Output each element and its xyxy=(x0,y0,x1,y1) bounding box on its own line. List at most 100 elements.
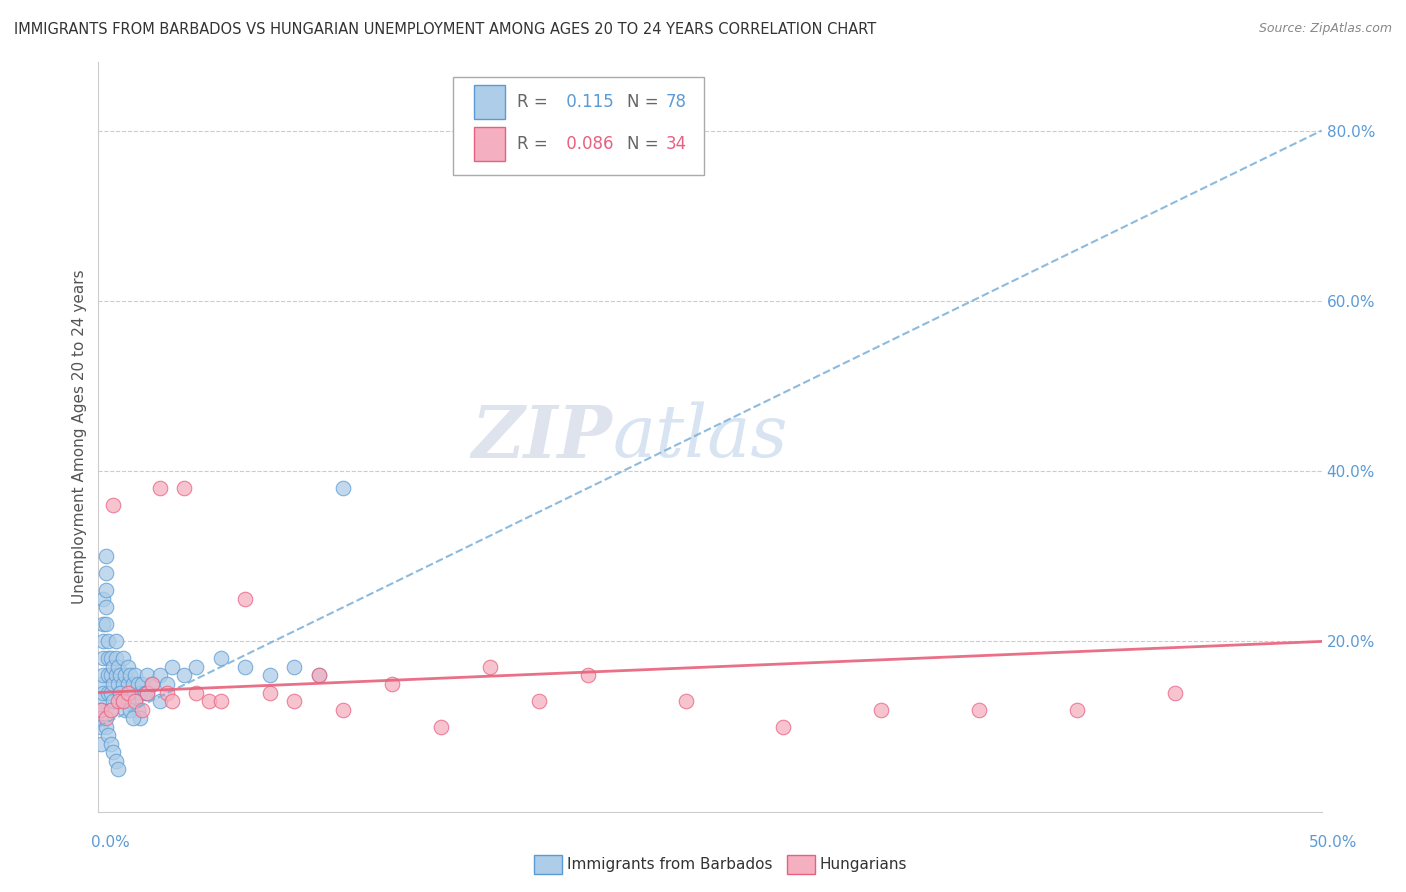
FancyBboxPatch shape xyxy=(474,128,505,161)
Point xyxy=(101,694,124,708)
Point xyxy=(173,668,195,682)
Point xyxy=(104,634,127,648)
Point xyxy=(100,668,122,682)
FancyBboxPatch shape xyxy=(474,86,505,119)
Point xyxy=(141,677,163,691)
Point xyxy=(121,711,143,725)
Text: atlas: atlas xyxy=(612,401,787,473)
Point xyxy=(91,651,114,665)
Point xyxy=(94,600,117,615)
Point xyxy=(107,694,129,708)
Point xyxy=(259,668,281,682)
Point xyxy=(120,668,142,682)
Point xyxy=(91,591,114,606)
Point xyxy=(233,660,256,674)
Point xyxy=(136,685,159,699)
Point xyxy=(111,677,134,691)
Point xyxy=(478,660,501,674)
Point xyxy=(97,634,120,648)
Point xyxy=(117,694,139,708)
Point xyxy=(136,685,159,699)
Point xyxy=(124,694,146,708)
Y-axis label: Unemployment Among Ages 20 to 24 years: Unemployment Among Ages 20 to 24 years xyxy=(72,269,87,605)
Point xyxy=(209,694,232,708)
Point xyxy=(129,711,152,725)
Point xyxy=(381,677,404,691)
Text: 78: 78 xyxy=(666,93,688,112)
Point xyxy=(100,702,122,716)
Point xyxy=(111,694,134,708)
Text: 0.086: 0.086 xyxy=(561,135,613,153)
Point xyxy=(209,651,232,665)
Point xyxy=(94,711,117,725)
Point xyxy=(90,702,112,716)
Point xyxy=(127,702,149,716)
Point xyxy=(308,668,330,682)
Point xyxy=(97,728,120,742)
Point xyxy=(90,720,112,734)
Text: IMMIGRANTS FROM BARBADOS VS HUNGARIAN UNEMPLOYMENT AMONG AGES 20 TO 24 YEARS COR: IMMIGRANTS FROM BARBADOS VS HUNGARIAN UN… xyxy=(14,22,876,37)
Point xyxy=(136,668,159,682)
Point xyxy=(259,685,281,699)
Point xyxy=(149,481,172,495)
Point xyxy=(91,617,114,632)
Point xyxy=(104,754,127,768)
Point xyxy=(91,668,114,682)
Point xyxy=(101,498,124,512)
Point xyxy=(114,702,136,716)
Point xyxy=(134,685,156,699)
FancyBboxPatch shape xyxy=(453,78,704,175)
Point xyxy=(110,685,132,699)
Point xyxy=(160,660,183,674)
Text: 50.0%: 50.0% xyxy=(1309,836,1357,850)
Point xyxy=(120,702,142,716)
Point xyxy=(91,634,114,648)
Point xyxy=(121,677,143,691)
Point xyxy=(90,694,112,708)
Point xyxy=(114,668,136,682)
Point xyxy=(527,694,550,708)
Point xyxy=(430,720,453,734)
Point xyxy=(131,677,153,691)
Point xyxy=(675,694,697,708)
Point xyxy=(149,694,172,708)
Text: Immigrants from Barbados: Immigrants from Barbados xyxy=(567,857,772,871)
Point xyxy=(110,668,132,682)
Text: 0.0%: 0.0% xyxy=(91,836,131,850)
Text: 0.115: 0.115 xyxy=(561,93,613,112)
Point xyxy=(91,685,114,699)
Point xyxy=(1164,685,1187,699)
Point xyxy=(772,720,794,734)
Point xyxy=(283,694,305,708)
Point xyxy=(173,481,195,495)
Point xyxy=(120,685,142,699)
Point xyxy=(129,685,152,699)
Point xyxy=(117,685,139,699)
Point xyxy=(97,651,120,665)
Point xyxy=(156,677,179,691)
Point xyxy=(127,677,149,691)
Point xyxy=(94,720,117,734)
Point xyxy=(101,677,124,691)
Point xyxy=(308,668,330,682)
Point xyxy=(97,668,120,682)
Point xyxy=(107,762,129,776)
Point xyxy=(111,694,134,708)
Point xyxy=(94,549,117,564)
Text: Hungarians: Hungarians xyxy=(820,857,907,871)
Point xyxy=(332,481,354,495)
Point xyxy=(90,711,112,725)
Point xyxy=(186,685,208,699)
Point xyxy=(111,651,134,665)
Point xyxy=(131,702,153,716)
Text: N =: N = xyxy=(627,135,658,153)
Point xyxy=(100,737,122,751)
Point xyxy=(100,685,122,699)
Point xyxy=(160,694,183,708)
Text: N =: N = xyxy=(627,93,658,112)
Point xyxy=(110,685,132,699)
Text: Source: ZipAtlas.com: Source: ZipAtlas.com xyxy=(1258,22,1392,36)
Point xyxy=(90,702,112,716)
Point xyxy=(967,702,990,716)
Point xyxy=(100,651,122,665)
